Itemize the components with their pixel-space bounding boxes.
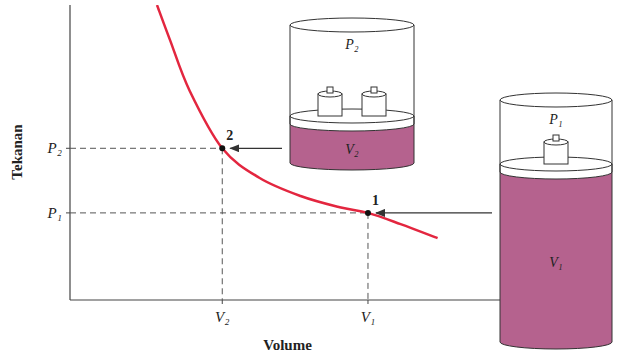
y-tick xyxy=(66,148,70,149)
y-axis-label: Tekanan xyxy=(9,124,25,180)
weight-handle xyxy=(327,87,333,93)
gas-volume xyxy=(500,172,612,349)
point-label: 2 xyxy=(226,128,233,143)
x-tick xyxy=(367,300,368,304)
arrow xyxy=(376,212,492,213)
curve xyxy=(157,5,438,238)
guide-h xyxy=(70,212,368,213)
state-point xyxy=(219,145,225,151)
x-tick-label: V₁ xyxy=(361,309,375,325)
volume-label: V₂ xyxy=(345,142,359,157)
pressure-label: P₁ xyxy=(548,112,562,127)
arrow xyxy=(230,148,282,149)
cylinder: P₂ V₂ xyxy=(290,18,414,170)
cylinder-wall xyxy=(414,25,415,163)
weight-handle xyxy=(553,135,559,141)
x-axis xyxy=(70,299,505,300)
cylinder-wall xyxy=(500,100,501,342)
x-axis-label: Volume xyxy=(263,337,312,353)
pressure-label: P₂ xyxy=(344,37,359,52)
state-point xyxy=(365,210,371,216)
y-tick-label: P₁ xyxy=(47,205,62,221)
cylinder-wall xyxy=(612,100,613,342)
chart: P₁ P₂ V₂ V₁ Volume Tekanan 1 2 P₁ V₁ P₂ V₂ xyxy=(0,0,618,362)
piston-top xyxy=(290,109,414,123)
cylinder-base xyxy=(500,342,612,349)
guide-v xyxy=(367,213,368,300)
cylinder-rim xyxy=(290,18,414,32)
guide-h xyxy=(70,148,222,149)
guide-v xyxy=(222,148,223,300)
y-axis xyxy=(69,5,70,300)
y-tick xyxy=(66,212,70,213)
plot-area xyxy=(157,5,438,238)
cylinder: P₁ V₁ xyxy=(500,93,612,349)
point-label: 1 xyxy=(372,193,379,208)
volume-label: V₁ xyxy=(549,255,562,270)
weight-handle xyxy=(371,87,377,93)
y-tick-label: P₂ xyxy=(47,140,62,156)
cylinder-base xyxy=(290,163,414,170)
x-tick-label: V₂ xyxy=(215,309,229,325)
x-tick xyxy=(222,300,223,304)
cylinder-rim xyxy=(500,93,612,107)
cylinder-wall xyxy=(290,25,291,163)
